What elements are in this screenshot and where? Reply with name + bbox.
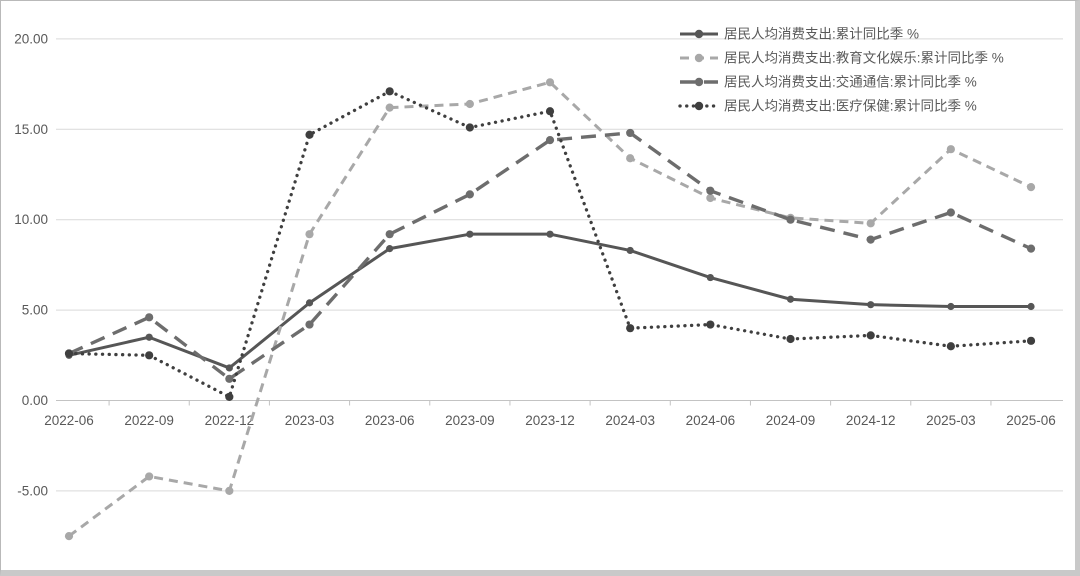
series-4-marker xyxy=(385,87,394,96)
series-1-marker xyxy=(466,230,474,238)
series-line-1 xyxy=(68,232,1032,370)
series-1-marker xyxy=(305,299,314,307)
series-2-marker xyxy=(305,230,314,239)
x-axis-tick-label: 2024-09 xyxy=(766,413,816,428)
series-line-3 xyxy=(68,131,1032,381)
series-4-marker xyxy=(866,331,875,340)
legend-label: 居民人均消费支出:教育文化娱乐:累计同比季 % xyxy=(724,51,1004,66)
x-axis-tick-label: 2024-06 xyxy=(686,413,736,428)
series-3-marker xyxy=(946,208,955,217)
x-axis-tick-label: 2023-03 xyxy=(285,413,335,428)
series-2-marker xyxy=(225,486,234,495)
series-1-marker xyxy=(626,246,634,255)
series-4-marker xyxy=(465,123,474,132)
series-2-marker xyxy=(145,472,154,481)
series-2-marker xyxy=(866,219,875,228)
series-3-marker xyxy=(626,128,635,138)
series-1-marker xyxy=(867,301,875,309)
series-4-marker xyxy=(1026,336,1036,345)
series-2-marker xyxy=(385,103,394,112)
series-3-marker xyxy=(465,190,474,199)
y-axis-tick-label: 20.00 xyxy=(14,31,48,46)
x-axis-tick-label: 2022-12 xyxy=(205,413,255,428)
x-axis-tick-label: 2025-06 xyxy=(1006,413,1056,428)
series-3-marker xyxy=(786,215,795,224)
series-4-marker xyxy=(706,320,715,329)
y-axis-tick-label: 15.00 xyxy=(14,122,48,137)
series-4-marker xyxy=(626,324,635,333)
series-4-marker xyxy=(946,342,955,351)
series-4-marker xyxy=(225,392,234,401)
series-1-marker xyxy=(546,230,554,238)
series-4-marker xyxy=(305,130,314,139)
series-3-marker xyxy=(385,230,394,239)
series-3-marker xyxy=(305,320,314,329)
y-axis-tick-label: -5.00 xyxy=(17,483,48,498)
series-1-marker xyxy=(145,333,153,341)
series-3-marker xyxy=(1026,244,1036,253)
x-axis-tick-label: 2023-09 xyxy=(445,413,495,428)
series-1-marker xyxy=(786,295,795,303)
series-1-marker xyxy=(386,245,394,253)
legend-item: 居民人均消费支出:累计同比季 % xyxy=(680,27,919,42)
legend-marker xyxy=(694,53,704,63)
series-4-marker xyxy=(64,349,74,358)
series-2-marker xyxy=(1026,183,1036,192)
series-3-marker xyxy=(225,374,234,383)
series-line-2 xyxy=(68,80,1032,538)
y-axis-tick-label: 0.00 xyxy=(22,393,48,408)
legend-marker xyxy=(694,101,704,111)
legend-marker xyxy=(694,77,704,87)
x-axis-tick-label: 2024-03 xyxy=(605,413,655,428)
series-3-marker xyxy=(706,186,715,195)
series-3-marker xyxy=(866,235,875,244)
legend-item: 居民人均消费支出:教育文化娱乐:累计同比季 % xyxy=(680,51,1004,66)
series-2-marker xyxy=(64,532,74,541)
series-2-marker xyxy=(626,154,635,163)
series-3-marker xyxy=(145,313,154,322)
legend-item: 居民人均消费支出:医疗保健:累计同比季 % xyxy=(678,99,977,114)
x-axis-tick-label: 2022-09 xyxy=(124,413,174,428)
x-axis-tick-label: 2024-12 xyxy=(846,413,896,428)
series-4-marker xyxy=(786,334,795,344)
series-2-marker xyxy=(946,145,955,154)
series-4-marker xyxy=(545,107,555,116)
y-axis-tick-label: 5.00 xyxy=(22,303,48,318)
legend-label: 居民人均消费支出:交通通信:累计同比季 % xyxy=(724,74,977,90)
series-2-marker xyxy=(545,78,555,87)
legend-label: 居民人均消费支出:累计同比季 % xyxy=(724,27,919,42)
x-axis-tick-label: 2022-06 xyxy=(44,413,94,428)
series-1-marker xyxy=(225,364,233,372)
x-axis-tick-label: 2025-03 xyxy=(926,413,976,428)
series-3-marker xyxy=(545,136,555,145)
series-1-marker xyxy=(1027,302,1035,311)
series-2-marker xyxy=(465,99,474,109)
legend-marker xyxy=(694,29,704,39)
series-1-marker xyxy=(947,302,955,311)
y-axis-tick-label: 10.00 xyxy=(14,212,48,227)
legend-item: 居民人均消费支出:交通通信:累计同比季 % xyxy=(680,74,977,90)
legend-label: 居民人均消费支出:医疗保健:累计同比季 % xyxy=(724,99,977,114)
x-axis-tick-label: 2023-06 xyxy=(365,413,415,428)
series-4-marker xyxy=(145,351,154,360)
series-2-marker xyxy=(706,193,715,203)
series-1-marker xyxy=(706,273,714,282)
x-axis-tick-label: 2023-12 xyxy=(525,413,575,428)
